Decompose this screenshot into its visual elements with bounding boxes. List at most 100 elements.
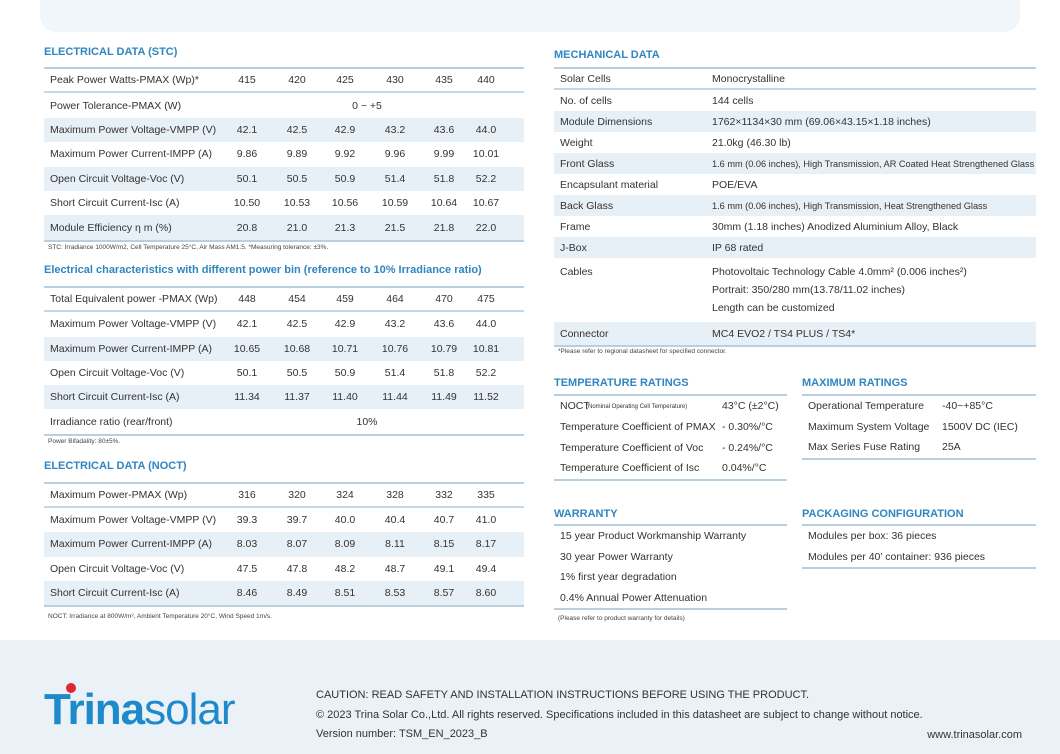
stc-table: Peak Power Watts-PMAX (Wp)* 415 420 425 430 4…: [44, 67, 524, 242]
table-row: Max Series Fuse Rating 25A: [802, 437, 1036, 458]
value-cell: Monocrystalline: [712, 72, 785, 85]
table-row: Open Circuit Voltage-Voc (V) 47.5 47.8 48.2…: [44, 557, 524, 581]
row-label: Max Series Fuse Rating: [808, 441, 921, 454]
row-label: Solar Cells: [560, 72, 611, 85]
value-cell: 50.5: [286, 367, 308, 380]
row-label: Total Equivalent power -PMAX (Wp): [50, 293, 218, 306]
value-cell: 50.1: [236, 367, 258, 380]
noct-title: ELECTRICAL DATA (NOCT): [44, 460, 187, 472]
value-cell: -40~+85°C: [942, 400, 993, 413]
value-cell: 316: [238, 489, 256, 502]
warranty-table: 15 year Product Workmanship Warranty 30 y…: [554, 524, 787, 610]
row-label: Maximum Power Current-IMPP (A): [50, 342, 213, 355]
row-label: Modules per 40’ container: 936 pieces: [808, 550, 986, 563]
value-cell: 50.1: [236, 172, 258, 185]
value-cell: 435: [435, 74, 453, 87]
table-row: 1% first year degradation: [554, 567, 787, 588]
table-row: Frame 30mm (1.18 inches) Anodized Alumini…: [554, 216, 1036, 237]
table-row: Cables Photovoltaic Technology Cable 4.0m…: [554, 258, 1036, 322]
value-cell: 459: [336, 293, 354, 306]
value-cell: 0.04%/°C: [722, 462, 767, 475]
value-cell: 10.71: [331, 342, 359, 355]
row-label: Maximum Power Voltage-VMPP (V): [50, 514, 217, 527]
value-cell: 51.8: [433, 367, 455, 380]
value-cell: 454: [288, 293, 306, 306]
caution-text: CAUTION: READ SAFETY AND INSTALLATION IN…: [316, 689, 810, 701]
mech-title: MECHANICAL DATA: [554, 49, 660, 61]
value-cell: 470: [435, 293, 453, 306]
value-cell: 8.07: [286, 538, 308, 551]
row-label: No. of cells: [560, 94, 612, 107]
row-label: 0.4% Annual Power Attenuation: [560, 591, 708, 604]
packaging-table: Modules per box: 36 pieces Modules per 40…: [802, 524, 1036, 569]
value-cell: 40.4: [384, 514, 406, 527]
value-cell: 40.7: [433, 514, 455, 527]
value-cell: 1.6 mm (0.06 inches), High Transmission,…: [712, 200, 988, 211]
value-cell: 475: [477, 293, 495, 306]
row-label: Weight: [560, 136, 593, 149]
value-cell: 1500V DC (IEC): [942, 420, 1018, 433]
row-label: 15 year Product Workmanship Warranty: [560, 530, 747, 543]
value-cell: 10.50: [233, 197, 261, 210]
table-row: 30 year Power Warranty: [554, 547, 787, 568]
trinasolar-logo: Trinasolar: [44, 685, 236, 734]
value-cell: 8.15: [433, 538, 455, 551]
value-cell: 20.8: [236, 221, 258, 234]
table-row: Maximum Power Current-IMPP (A) 10.65 10.68…: [44, 336, 524, 361]
value-cell: 21.8: [433, 221, 455, 234]
row-label: Back Glass: [560, 199, 614, 212]
table-row: 0.4% Annual Power Attenuation: [554, 588, 787, 609]
website-link[interactable]: www.trinasolar.com: [927, 729, 1022, 741]
value-cell: 1.6 mm (0.06 inches), High Transmission,…: [712, 158, 1035, 169]
value-cell: 0 ~ +5: [352, 99, 382, 112]
row-label: Maximum Power Voltage-VMPP (V): [50, 318, 217, 331]
value-cell: 10.68: [283, 342, 311, 355]
value-cell: MC4 EVO2 / TS4 PLUS / TS4*: [712, 327, 856, 340]
table-row: Short Circuit Current-Isc (A) 11.34 11.37 1…: [44, 385, 524, 410]
value-cell: 10%: [356, 415, 378, 428]
warranty-title: WARRANTY: [554, 508, 618, 520]
value-cell: 52.2: [475, 172, 497, 185]
value-cell: 44.0: [475, 318, 497, 331]
bin-title: Electrical characteristics with differen…: [44, 264, 482, 276]
value-cell: 47.8: [286, 562, 308, 575]
table-row: J-Box IP 68 rated: [554, 237, 1036, 258]
stc-note: STC: Irradiance 1000W/m2, Cell Temperatu…: [48, 244, 329, 251]
temp-table: NOCT (Nominal Operating Cell Temperature)…: [554, 394, 787, 481]
row-label: Maximum Power Current-IMPP (A): [50, 148, 213, 161]
row-label: Short Circuit Current-Isc (A): [50, 197, 180, 210]
value-cell: 10.67: [472, 197, 500, 210]
value-cell: 10.01: [472, 148, 500, 161]
value-cell: 10.79: [430, 342, 458, 355]
value-cell: 50.5: [286, 172, 308, 185]
value-cell: 10.53: [283, 197, 311, 210]
header-panel: [40, 0, 1020, 32]
value-cell: 11.49: [431, 391, 457, 404]
value-cell: 39.7: [286, 514, 308, 527]
value-cell: 320: [288, 489, 306, 502]
value-cell: 22.0: [475, 221, 497, 234]
value-cell: 11.44: [382, 391, 408, 404]
value-cell: 21.0: [286, 221, 308, 234]
table-row: Temperature Coefficient of Isc 0.04%/°C: [554, 458, 787, 479]
value-cell: 49.4: [475, 562, 497, 575]
row-label: Open Circuit Voltage-Voc (V): [50, 367, 185, 380]
table-row: Module Efficiency η m (%) 20.8 21.0 21.3 21.…: [44, 215, 524, 240]
row-label: Frame: [560, 220, 591, 233]
row-label: Cables: [560, 266, 593, 278]
row-label: Maximum Power-PMAX (Wp): [50, 489, 188, 502]
value-cell: 11.37: [284, 391, 310, 404]
value-cell: - 0.24%/°C: [722, 441, 773, 454]
row-label: Maximum Power Voltage-VMPP (V): [50, 123, 217, 136]
value-cell: POE/EVA: [712, 178, 758, 191]
value-cell: 43°C (±2°C): [722, 400, 779, 413]
value-cell: 49.1: [433, 562, 455, 575]
value-cell: 440: [477, 74, 495, 87]
value-cell: 11.34: [234, 391, 260, 404]
value-cell: 9.92: [334, 148, 356, 161]
value-cell: 8.57: [433, 586, 455, 599]
value-cell: 25A: [942, 441, 961, 454]
packaging-title: PACKAGING CONFIGURATION: [802, 508, 964, 520]
footer: [0, 640, 1060, 754]
table-row: No. of cells 144 cells: [554, 90, 1036, 111]
